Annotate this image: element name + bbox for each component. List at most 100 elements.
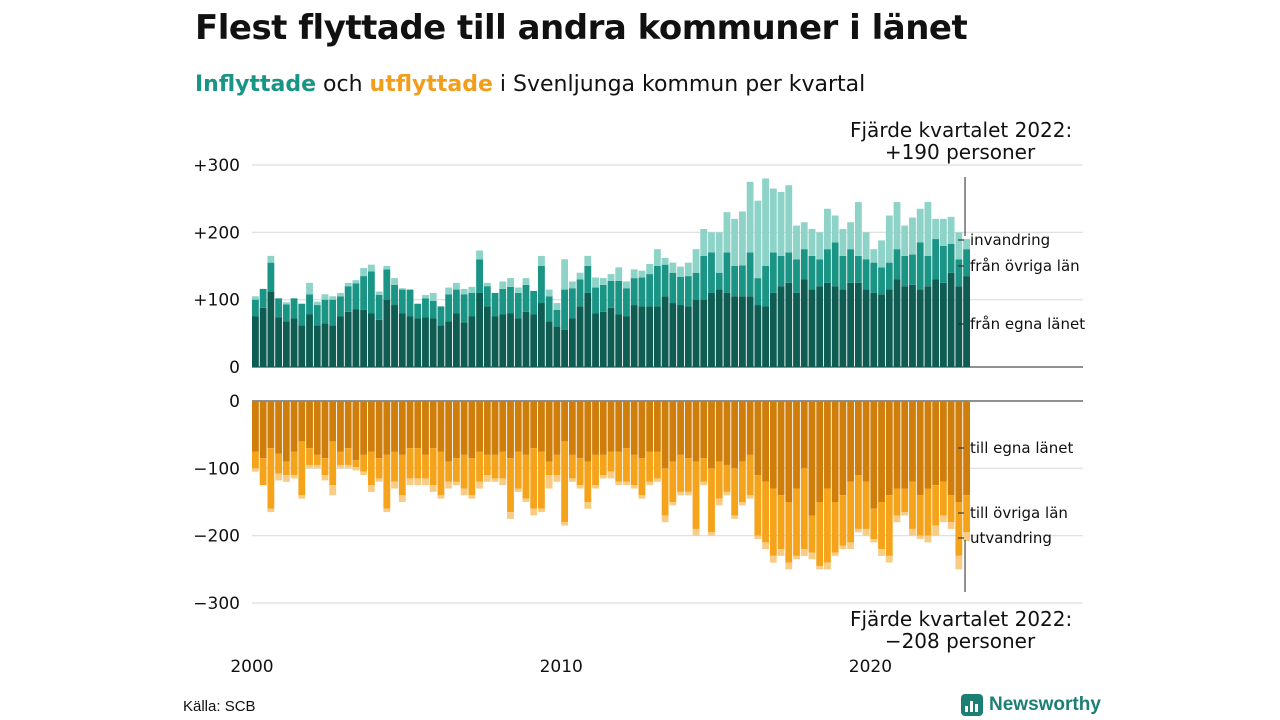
outflow-bar-segment xyxy=(677,401,684,455)
inflow-bar-segment xyxy=(723,252,731,293)
inflow-bar-segment xyxy=(916,289,924,367)
outflow-bar-segment xyxy=(731,515,739,519)
inflow-bar-segment xyxy=(576,272,584,280)
outflow-bar-segment xyxy=(576,485,584,489)
outflow-bar-segment xyxy=(800,401,808,469)
inflow-bar-segment xyxy=(499,281,507,289)
inflow-bar-segment xyxy=(599,278,607,285)
outflow-bar-segment xyxy=(313,464,321,469)
inflow-bar-segment xyxy=(445,321,453,367)
chart-title: Flest flyttade till andra kommuner i län… xyxy=(195,8,968,48)
inflow-bar-segment xyxy=(367,313,375,367)
inflow-bar-segment xyxy=(344,282,352,287)
outflow-bar-segment xyxy=(831,552,839,556)
outflow-bar-segment xyxy=(955,502,963,556)
outflow-bar-segment xyxy=(754,535,762,540)
top-annotation-line1: Fjärde kvartalet 2022: xyxy=(850,118,1073,142)
outflow-bar-segment xyxy=(275,473,283,481)
outflow-bar-segment xyxy=(638,458,646,496)
inflow-bar-segment xyxy=(878,294,885,367)
outflow-bar-segment xyxy=(429,448,437,486)
inflow-bar-segment xyxy=(731,266,739,297)
outflow-bar-segment xyxy=(259,458,267,486)
inflow-bar-segment xyxy=(267,255,275,263)
inflow-bar-segment xyxy=(746,181,754,253)
inflow-bar-segment xyxy=(785,252,793,283)
inflow-bar-segment xyxy=(862,232,870,260)
inflow-bar-segment xyxy=(545,296,553,322)
inflow-bar-segment xyxy=(252,299,259,317)
outflow-bar-segment xyxy=(630,485,638,489)
inflow-bar-segment xyxy=(468,286,476,293)
outflow-bar-segment xyxy=(785,502,793,563)
outflow-bar-segment xyxy=(344,448,352,465)
outflow-bar-segment xyxy=(329,401,337,442)
inflow-bar-segment xyxy=(375,294,383,320)
inflow-bar-segment xyxy=(507,286,514,314)
inflow-bar-segment xyxy=(452,282,460,290)
outflow-bar-segment xyxy=(514,451,522,489)
outflow-bar-segment xyxy=(723,491,731,496)
outflow-bar-segment xyxy=(344,464,352,469)
outflow-bar-segment xyxy=(568,401,576,455)
inflow-bar-segment xyxy=(708,292,715,367)
inflow-bar-segment xyxy=(367,271,375,314)
inflow-bar-segment xyxy=(700,228,708,256)
inflow-bar-segment xyxy=(878,240,885,268)
inflow-bar-segment xyxy=(854,202,862,256)
inflow-bar-segment xyxy=(460,288,468,295)
inflow-bar-segment xyxy=(275,317,283,367)
outflow-bar-segment xyxy=(947,495,955,523)
outflow-tick-label: −200 xyxy=(193,527,240,547)
outflow-bar-segment xyxy=(337,451,344,465)
inflow-bar-segment xyxy=(452,289,460,314)
outflow-bar-segment xyxy=(615,401,623,452)
outflow-bar-segment xyxy=(553,401,561,455)
outflow-bar-segment xyxy=(306,464,313,469)
outflow-bar-segment xyxy=(893,515,901,523)
outflow-bar-segment xyxy=(700,458,708,482)
inflow-bar-segment xyxy=(615,280,623,315)
inflow-bar-segment xyxy=(499,288,507,315)
outflow-bar-segment xyxy=(839,495,847,546)
inflow-bar-segment xyxy=(638,270,646,278)
outflow-bar-segment xyxy=(538,508,545,513)
inflow-bar-segment xyxy=(360,276,368,310)
outflow-bar-segment xyxy=(816,565,824,570)
inflow-tick-label: +100 xyxy=(193,291,240,311)
inflow-bar-segment xyxy=(700,299,708,367)
outflow-bar-segment xyxy=(568,454,576,479)
outflow-bar-segment xyxy=(452,481,460,486)
inflow-bar-segment xyxy=(963,239,970,250)
inflow-bar-segment xyxy=(592,277,599,288)
outflow-bar-segment xyxy=(708,532,715,536)
inflow-bar-segment xyxy=(445,287,453,295)
inflow-bar-segment xyxy=(321,299,329,324)
inflow-bar-segment xyxy=(391,284,398,306)
inflow-bar-segment xyxy=(360,309,368,367)
inflow-bar-segment xyxy=(862,259,870,290)
inflow-bar-segment xyxy=(924,286,932,367)
inflow-bar-segment xyxy=(646,274,654,307)
inflow-bar-segment xyxy=(522,278,530,285)
inflow-bar-segment xyxy=(553,309,561,327)
outflow-bar-segment xyxy=(916,535,924,540)
inflow-bar-segment xyxy=(259,288,267,308)
inflow-bar-segment xyxy=(476,259,483,293)
outflow-bar-segment xyxy=(924,535,932,543)
inflow-bar-segment xyxy=(731,296,739,367)
outflow-bar-segment xyxy=(306,401,313,449)
outflow-bar-segment xyxy=(893,488,901,516)
inflow-bar-segment xyxy=(684,276,692,307)
outflow-bar-segment xyxy=(491,454,499,479)
inflow-bar-segment xyxy=(538,266,545,304)
inflow-bar-segment xyxy=(769,292,777,367)
inflow-bar-segment xyxy=(615,267,623,281)
outflow-bar-segment xyxy=(677,491,684,496)
outflow-bar-segment xyxy=(777,549,785,556)
outflow-bar-segment xyxy=(252,451,259,469)
inflow-bar-segment xyxy=(909,217,916,255)
top-annotation: Fjärde kvartalet 2022: +190 personer xyxy=(850,118,1073,163)
inflow-bar-segment xyxy=(321,323,329,367)
outflow-bar-segment xyxy=(723,464,731,492)
